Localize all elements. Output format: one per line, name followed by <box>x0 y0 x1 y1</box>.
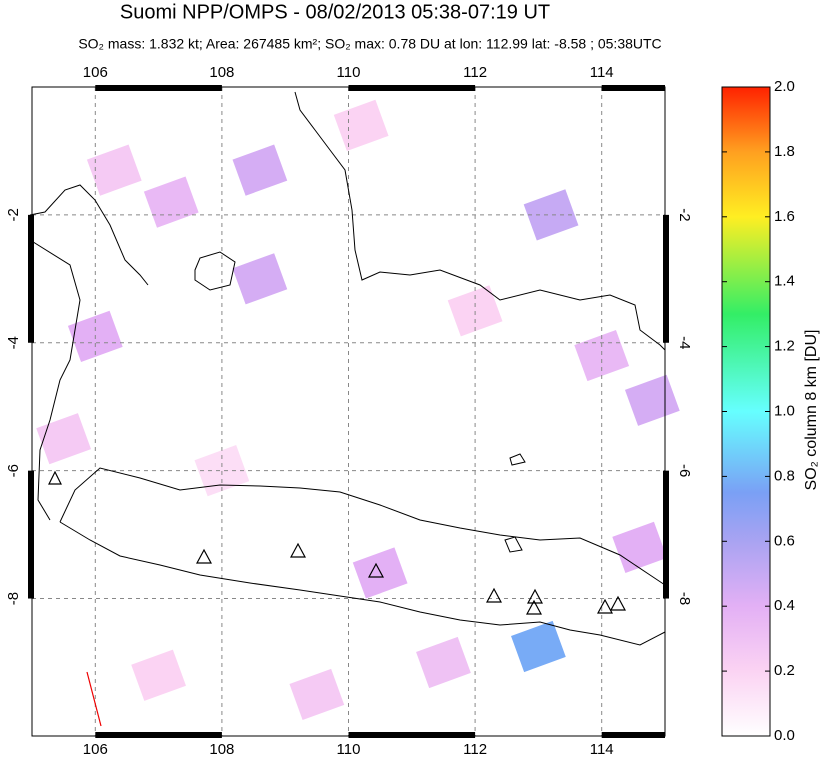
x-tick-label: 106 <box>83 741 108 758</box>
colorbar <box>721 86 771 737</box>
frame-bar <box>663 214 669 343</box>
y-tick-label: -4 <box>5 336 22 349</box>
x-tick-label: 110 <box>337 741 361 758</box>
colorbar-tick-label: 0.6 <box>774 532 795 549</box>
colorbar-tick-label: 1.0 <box>774 402 795 419</box>
y-tick-label: -2 <box>5 208 22 221</box>
so2-patch <box>143 176 199 228</box>
frame-bar <box>601 732 665 738</box>
colorbar-tick-label: 2.0 <box>774 78 795 95</box>
frame-bar <box>95 85 222 91</box>
colorbar-tick-label: 1.2 <box>774 338 795 355</box>
volcano <box>596 598 614 614</box>
x-tick-label: 112 <box>463 741 487 758</box>
y-tick-label: -8 <box>676 592 693 605</box>
so2-patch <box>624 374 680 426</box>
so2-patch <box>232 144 288 196</box>
so2-patch <box>194 445 250 497</box>
frame-bar <box>348 85 476 91</box>
so2-patch <box>574 329 630 382</box>
so2-patch <box>36 413 92 465</box>
colorbar-tick-label: 0.4 <box>774 597 795 614</box>
frame-bar <box>28 214 34 343</box>
x-tick-label: 106 <box>83 64 108 81</box>
chart-title: Suomi NPP/OMPS - 08/02/2013 05:38-07:19 … <box>120 1 550 23</box>
volcano <box>367 562 385 578</box>
y-tick-label: -8 <box>5 592 22 605</box>
frame-bar <box>663 470 669 599</box>
x-tick-label: 112 <box>463 64 487 81</box>
y-tick-label: -6 <box>5 464 22 477</box>
patches <box>36 99 680 721</box>
colorbar-tick-label: 1.4 <box>774 273 795 290</box>
frame-bar <box>28 470 34 599</box>
x-tick-label: 108 <box>209 741 234 758</box>
volcano <box>525 599 543 615</box>
volcano <box>289 542 307 558</box>
so2-patch <box>523 189 579 241</box>
frame-bar <box>95 732 222 738</box>
track-line <box>86 671 102 727</box>
volcanoes <box>48 470 627 615</box>
so2-patch <box>511 620 566 673</box>
chart-subtitle: SO₂ mass: 1.832 kt; Area: 267485 km²; SO… <box>78 36 661 52</box>
volcano <box>195 548 213 564</box>
x-tick-label: 108 <box>209 64 234 81</box>
colorbar-tick-label: 0.8 <box>774 467 795 484</box>
colorbar-label: SO₂ column 8 km [DU] <box>803 330 820 491</box>
x-tick-label: 114 <box>590 64 614 81</box>
so2-patch <box>612 521 668 573</box>
so2-patch <box>447 285 503 337</box>
so2-patch <box>333 99 389 151</box>
volcano <box>485 587 503 603</box>
coastline <box>294 91 666 351</box>
map-frame: 106 106 108 108 110 110 112 112 114 114 -8 -8 -6 -6 -4… <box>5 64 693 758</box>
coastline <box>59 467 666 586</box>
coastline <box>194 251 236 291</box>
coastline <box>29 184 149 521</box>
coastline <box>59 521 666 646</box>
frame-bar <box>601 85 665 91</box>
so2-patch <box>232 253 288 305</box>
volcano <box>609 595 627 611</box>
coastline <box>504 453 526 553</box>
grid <box>32 87 665 736</box>
frame-bar <box>348 732 476 738</box>
so2-patch <box>86 144 142 196</box>
volcano <box>48 470 62 485</box>
x-tick-label: 110 <box>337 64 361 81</box>
colorbar-tick-label: 0.2 <box>774 662 795 679</box>
colorbar-tick-label: 0.0 <box>774 727 795 744</box>
y-tick-label: -6 <box>676 464 693 477</box>
so2-patch <box>131 649 186 701</box>
volcano <box>526 588 544 604</box>
coastlines <box>29 91 666 646</box>
x-tick-label: 114 <box>590 741 614 758</box>
so2-patch <box>289 668 345 721</box>
colorbar-tick-label: 1.6 <box>774 208 795 225</box>
so2-patch <box>416 636 471 689</box>
y-tick-label: -4 <box>676 336 693 349</box>
y-tick-label: -2 <box>676 208 693 221</box>
colorbar-tick-label: 1.8 <box>774 143 795 160</box>
